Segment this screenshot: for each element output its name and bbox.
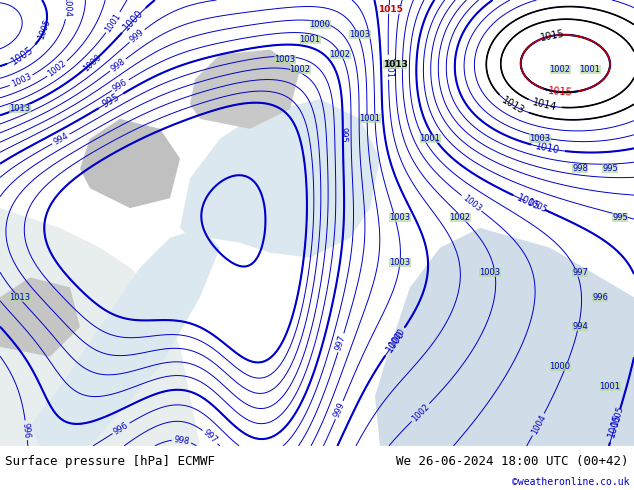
Text: 1015: 1015 <box>548 86 573 98</box>
Text: 1002: 1002 <box>46 59 68 79</box>
Text: 1005: 1005 <box>10 45 36 67</box>
Text: 998: 998 <box>572 164 588 173</box>
Text: 994: 994 <box>52 131 70 147</box>
Text: 998: 998 <box>109 57 127 74</box>
Text: 999: 999 <box>332 401 346 419</box>
Text: 1005: 1005 <box>611 405 625 427</box>
Text: Surface pressure [hPa] ECMWF: Surface pressure [hPa] ECMWF <box>5 455 215 468</box>
Polygon shape <box>30 228 220 446</box>
Text: 1013: 1013 <box>500 95 526 116</box>
Text: 996: 996 <box>111 77 129 93</box>
Text: 1000: 1000 <box>122 8 146 32</box>
Text: 1003: 1003 <box>479 268 501 277</box>
Text: 999: 999 <box>128 27 146 45</box>
Text: 1002: 1002 <box>410 402 431 423</box>
Text: 1013: 1013 <box>10 293 30 302</box>
Text: 1003: 1003 <box>349 30 370 39</box>
Text: 1002: 1002 <box>450 214 470 222</box>
Text: ©weatheronline.co.uk: ©weatheronline.co.uk <box>512 477 629 487</box>
Polygon shape <box>80 119 180 208</box>
Text: 1001: 1001 <box>103 11 123 34</box>
Text: 1005: 1005 <box>37 18 53 41</box>
Text: 1003: 1003 <box>389 214 411 222</box>
Text: 1005: 1005 <box>525 197 548 215</box>
Text: 1001: 1001 <box>384 57 393 78</box>
Text: 995: 995 <box>339 126 347 143</box>
Text: 1003: 1003 <box>389 258 411 267</box>
Text: 1004: 1004 <box>529 413 547 436</box>
Text: 996: 996 <box>592 293 608 302</box>
Text: 1003: 1003 <box>10 72 33 89</box>
Text: 1003: 1003 <box>529 134 550 143</box>
Text: 1002: 1002 <box>330 50 351 59</box>
Text: 1001: 1001 <box>359 114 380 123</box>
Text: 1015: 1015 <box>378 5 403 14</box>
Text: 1001: 1001 <box>299 35 321 44</box>
Text: 1002: 1002 <box>290 65 311 74</box>
Text: 1001: 1001 <box>420 134 441 143</box>
Text: 995: 995 <box>612 214 628 222</box>
Polygon shape <box>0 208 200 446</box>
Text: 998: 998 <box>173 435 190 446</box>
Text: 1003: 1003 <box>460 193 482 213</box>
Text: 1003: 1003 <box>275 55 295 64</box>
Text: 1005: 1005 <box>515 193 542 212</box>
Polygon shape <box>180 99 380 258</box>
Text: 1013: 1013 <box>10 104 30 114</box>
Text: 1000: 1000 <box>384 328 406 354</box>
Text: 997: 997 <box>572 268 588 277</box>
Polygon shape <box>375 228 634 446</box>
Text: 997: 997 <box>334 334 347 352</box>
Text: 1013: 1013 <box>382 60 408 69</box>
Text: 995: 995 <box>101 92 122 110</box>
Text: 1001: 1001 <box>579 65 600 74</box>
Text: 1014: 1014 <box>532 97 558 113</box>
Text: 996: 996 <box>21 422 32 439</box>
Text: 996: 996 <box>112 420 130 436</box>
Text: 997: 997 <box>202 428 219 445</box>
Text: We 26-06-2024 18:00 UTC (00+42): We 26-06-2024 18:00 UTC (00+42) <box>396 455 629 468</box>
Text: 1000: 1000 <box>387 327 407 349</box>
Text: 1000: 1000 <box>550 362 571 371</box>
Text: 994: 994 <box>572 322 588 332</box>
Text: 1015: 1015 <box>539 28 565 43</box>
Polygon shape <box>0 277 80 357</box>
Text: 1000: 1000 <box>309 20 330 29</box>
Text: 1002: 1002 <box>550 65 571 74</box>
Text: 1000: 1000 <box>81 52 103 73</box>
Text: 1010: 1010 <box>535 141 561 156</box>
Text: 1005: 1005 <box>607 413 623 439</box>
Polygon shape <box>190 49 300 129</box>
Text: 1001: 1001 <box>600 382 621 391</box>
Text: 1004: 1004 <box>61 0 71 17</box>
Text: 995: 995 <box>602 164 618 173</box>
